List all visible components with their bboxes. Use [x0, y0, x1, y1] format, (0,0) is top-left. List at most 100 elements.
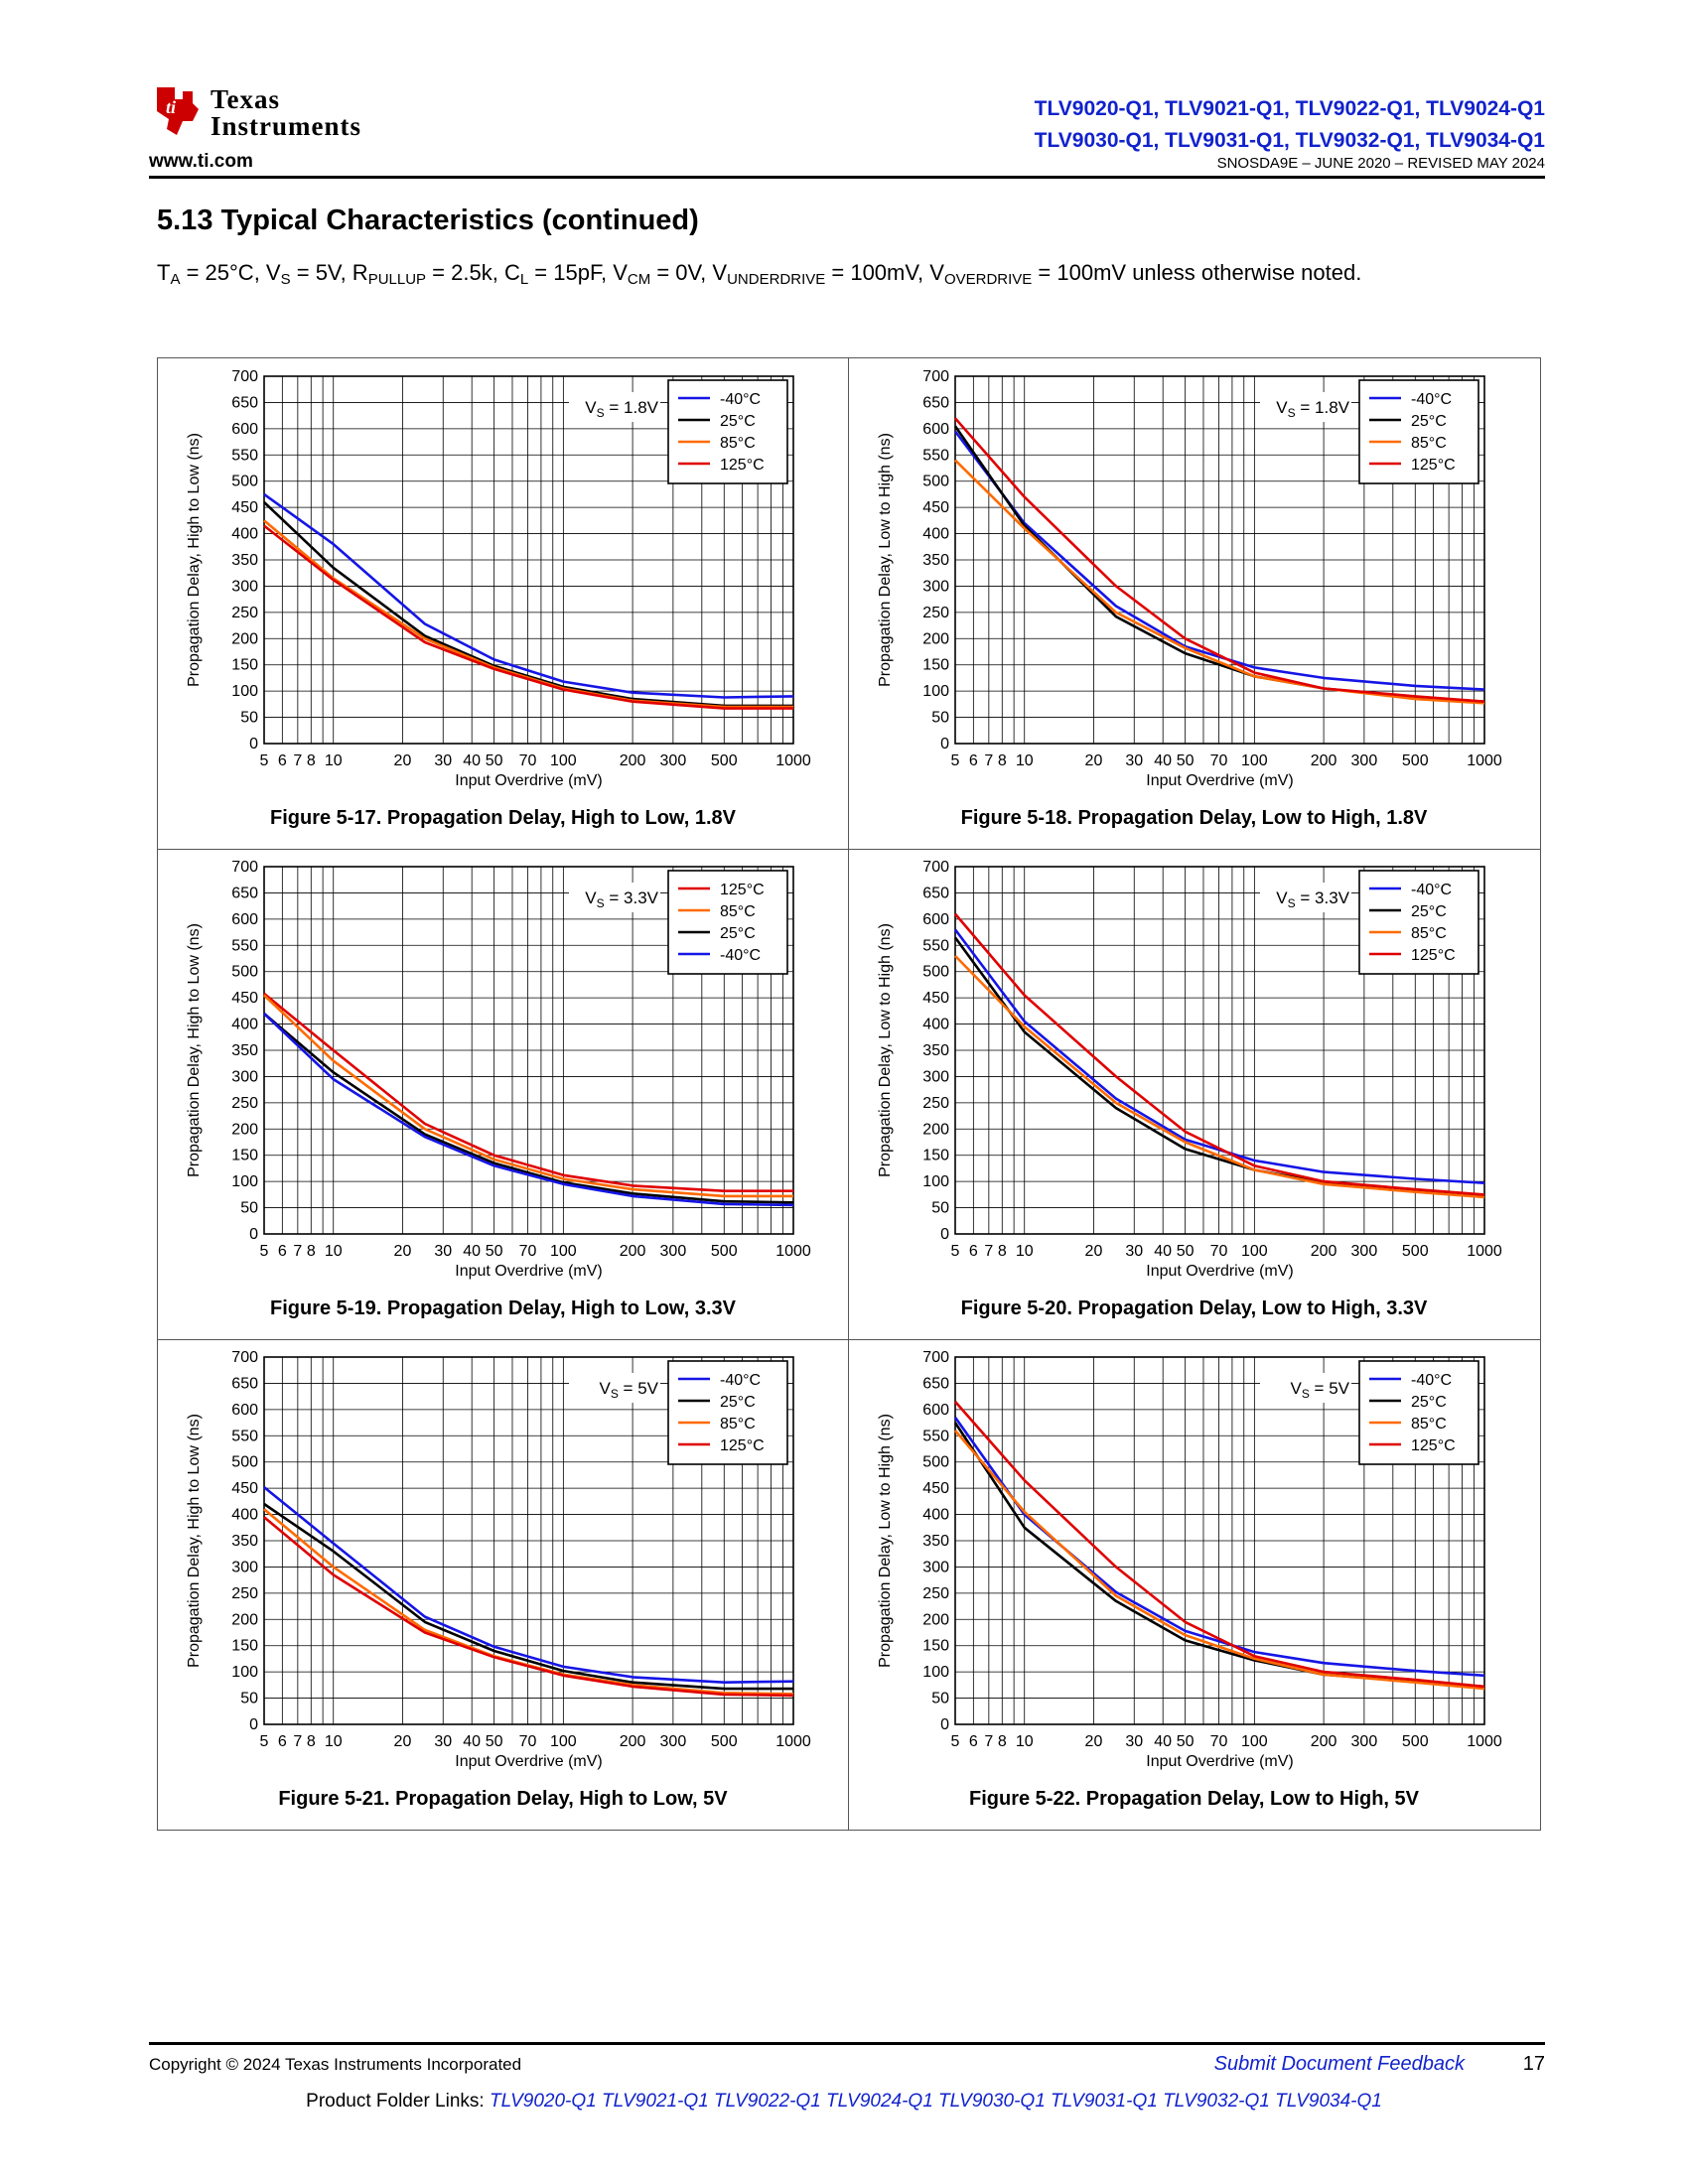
- y-tick-label: 300: [922, 1068, 949, 1085]
- test-conditions: TA = 25°C, VS = 5V, RPULLUP = 2.5k, CL =…: [157, 260, 1362, 288]
- legend-label: 125°C: [1411, 1437, 1456, 1454]
- x-tick-label: 1000: [775, 1733, 811, 1750]
- y-tick-label: 350: [231, 552, 258, 569]
- y-tick-label: 200: [922, 1121, 949, 1138]
- x-tick-label: 100: [1241, 1733, 1268, 1750]
- y-tick-label: 500: [231, 964, 258, 981]
- legend-label: -40°C: [1411, 882, 1452, 898]
- y-tick-label: 700: [231, 859, 258, 876]
- x-tick-label: 200: [620, 752, 646, 769]
- legend-label: 25°C: [720, 925, 756, 942]
- part-line-1: TLV9020-Q1, TLV9021-Q1, TLV9022-Q1, TLV9…: [1034, 97, 1545, 120]
- y-tick-label: 500: [231, 474, 258, 490]
- series-line: [954, 1430, 1485, 1691]
- chart-figure-5-18: 0501001502002503003504004505005506006507…: [877, 368, 1502, 789]
- x-tick-label: 70: [519, 1243, 537, 1260]
- x-tick-label: 30: [1125, 752, 1143, 769]
- y-tick-label: 600: [231, 1402, 258, 1419]
- x-tick-label: 1000: [775, 752, 811, 769]
- product-links[interactable]: TLV9020-Q1 TLV9021-Q1 TLV9022-Q1 TLV9024…: [489, 2091, 1382, 2112]
- x-tick-label: 20: [1085, 752, 1103, 769]
- y-tick-label: 200: [922, 630, 949, 647]
- x-tick-label: 40: [463, 1243, 481, 1260]
- y-tick-label: 600: [922, 911, 949, 928]
- x-tick-label: 30: [434, 1733, 452, 1750]
- legend-label: -40°C: [720, 1372, 761, 1389]
- series-line: [954, 417, 1485, 703]
- chart-figure-5-21: 0501001502002503003504004505005506006507…: [186, 1349, 811, 1770]
- y-tick-label: 700: [231, 368, 258, 385]
- y-tick-label: 50: [931, 1691, 949, 1707]
- x-tick-label: 30: [434, 752, 452, 769]
- y-tick-label: 700: [231, 1349, 258, 1366]
- figure-panel: 0 50 100 150 200 250 300 350 400 450 500 550 600 650 7…: [158, 1339, 848, 1830]
- x-tick-label: 100: [550, 752, 577, 769]
- y-tick-label: 350: [231, 1533, 258, 1550]
- figure-panel: 0 50 100 150 200 250 300 350 400 450 500 550 600 650 7…: [158, 358, 848, 849]
- y-tick-label: 0: [249, 1716, 258, 1733]
- x-tick-label: 70: [519, 1733, 537, 1750]
- figure-caption: Figure 5-19. Propagation Delay, High to …: [270, 1297, 736, 1319]
- plot-frame: [263, 1356, 794, 1725]
- series-line: [263, 992, 793, 1193]
- y-tick-label: 450: [231, 499, 258, 516]
- y-tick-label: 450: [922, 1480, 949, 1497]
- y-tick-label: 550: [231, 1428, 258, 1444]
- x-tick-label: 40: [463, 752, 481, 769]
- x-tick-label: 50: [1177, 1733, 1195, 1750]
- x-tick-label: 300: [660, 752, 687, 769]
- x-tick-label: 8: [307, 752, 316, 769]
- x-tick-label: 1000: [1467, 1733, 1502, 1750]
- x-tick-label: 5: [260, 752, 269, 769]
- figure-panel: 0 50 100 150 200 250 300 350 400 450 500 550 600 650 7…: [158, 849, 848, 1339]
- x-tick-label: 300: [660, 1243, 687, 1260]
- y-tick-label: 550: [231, 447, 258, 464]
- annotation-background: [569, 392, 660, 422]
- y-tick-label: 350: [922, 552, 949, 569]
- copyright: Copyright © 2024 Texas Instruments Incor…: [149, 2055, 522, 2074]
- submit-feedback-link[interactable]: Submit Document Feedback: [1213, 2053, 1465, 2075]
- x-axis-label: Input Overdrive (mV): [1146, 1263, 1293, 1280]
- links-label: Product Folder Links:: [306, 2091, 490, 2112]
- website-link[interactable]: www.ti.com: [149, 151, 253, 172]
- y-tick-label: 100: [922, 683, 949, 700]
- figure-caption: Figure 5-22. Propagation Delay, Low to H…: [968, 1788, 1420, 1810]
- supply-voltage-annotation: VS = 3.3V: [585, 888, 658, 910]
- x-tick-label: 100: [1241, 1243, 1268, 1260]
- plot-frame: [263, 866, 794, 1235]
- legend-label: 85°C: [720, 903, 756, 920]
- y-tick-label: 400: [231, 1017, 258, 1033]
- section-title: 5.13 Typical Characteristics (continued): [157, 205, 699, 236]
- chart-figure-5-19: 0501001502002503003504004505005506006507…: [186, 859, 811, 1280]
- x-tick-label: 50: [486, 752, 503, 769]
- x-tick-label: 200: [620, 1243, 646, 1260]
- y-tick-label: 550: [922, 937, 949, 954]
- y-tick-label: 400: [922, 1507, 949, 1524]
- y-tick-label: 300: [922, 578, 949, 595]
- y-tick-label: 50: [240, 710, 258, 727]
- legend-label: 125°C: [720, 457, 765, 474]
- plot-frame: [954, 375, 1485, 745]
- x-tick-label: 7: [984, 1733, 993, 1750]
- y-tick-label: 250: [922, 1585, 949, 1602]
- x-tick-label: 10: [1016, 1733, 1034, 1750]
- y-tick-label: 150: [922, 657, 949, 674]
- y-tick-label: 500: [922, 1454, 949, 1471]
- y-tick-label: 0: [249, 1226, 258, 1243]
- series-line: [263, 1516, 794, 1698]
- x-tick-label: 300: [1351, 1733, 1378, 1750]
- x-tick-label: 70: [1210, 752, 1228, 769]
- x-tick-label: 6: [969, 1733, 978, 1750]
- x-tick-label: 20: [394, 1733, 412, 1750]
- y-tick-label: 0: [940, 736, 949, 752]
- y-axis-label: Propagation Delay, Low to High (ns): [877, 1414, 894, 1668]
- figure-caption: Figure 5-18. Propagation Delay, Low to H…: [960, 807, 1428, 829]
- plot-frame: [263, 375, 794, 745]
- supply-voltage-annotation: VS = 1.8V: [585, 398, 658, 420]
- y-tick-label: 650: [922, 885, 949, 901]
- x-tick-label: 7: [984, 752, 993, 769]
- x-tick-label: 1000: [775, 1243, 811, 1260]
- y-tick-label: 600: [922, 1402, 949, 1419]
- legend-label: 125°C: [720, 1437, 765, 1454]
- x-tick-label: 70: [1210, 1733, 1228, 1750]
